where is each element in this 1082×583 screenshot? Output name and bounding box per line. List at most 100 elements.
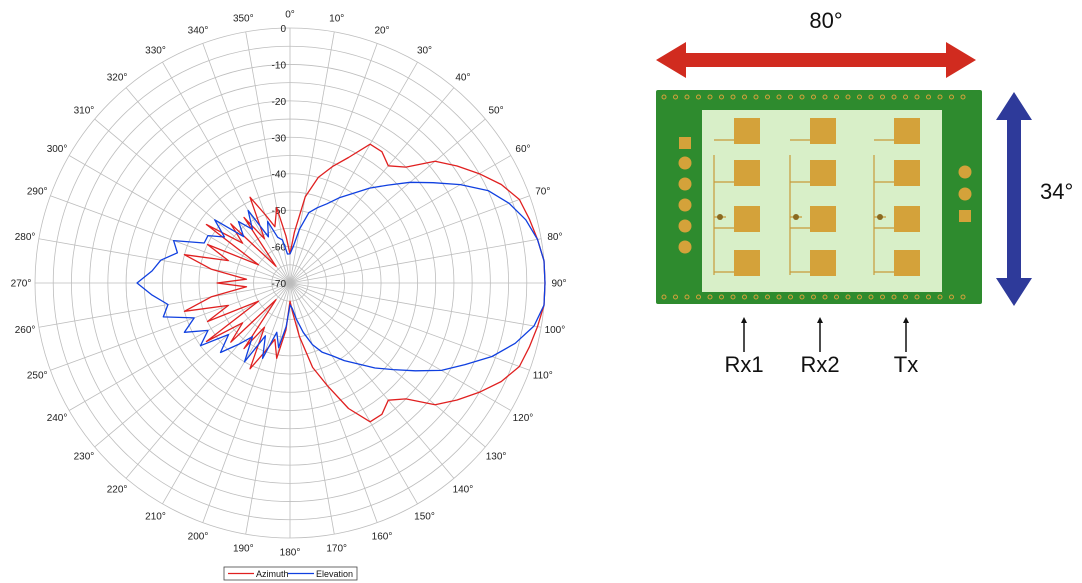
grid-spoke <box>94 118 291 284</box>
via <box>937 94 943 100</box>
via <box>765 294 770 300</box>
via <box>776 94 782 100</box>
via <box>707 94 713 100</box>
grid-spoke <box>289 31 335 284</box>
grid-spoke <box>289 87 455 284</box>
angle-tick-label: 200° <box>188 531 209 542</box>
angle-tick-label: 240° <box>47 413 68 424</box>
angle-tick-label: 110° <box>533 371 553 382</box>
grid-spoke <box>289 195 530 284</box>
via <box>891 94 897 100</box>
antenna-patch <box>734 160 760 186</box>
antenna-patch <box>734 206 760 232</box>
grid-spoke <box>202 43 291 284</box>
angle-tick-label: 30° <box>417 46 432 57</box>
angle-tick-label: 210° <box>145 511 166 522</box>
angle-tick-label: 300° <box>47 144 68 155</box>
grid-spoke <box>289 282 542 328</box>
angle-tick-label: 340° <box>188 26 209 37</box>
radial-tick-label: -30 <box>272 133 287 144</box>
grid-spoke <box>245 282 291 535</box>
angle-tick-label: 70° <box>535 186 550 197</box>
via <box>857 94 862 100</box>
via <box>776 294 782 300</box>
grid-spoke <box>38 238 291 284</box>
polar-grid-spokes <box>35 28 545 538</box>
grid-spoke <box>289 282 512 411</box>
via <box>880 294 885 300</box>
pin <box>678 240 692 254</box>
vertical-beam-arrow <box>996 92 1032 306</box>
series-line-elevation <box>136 181 546 372</box>
via <box>914 94 920 100</box>
via <box>730 294 736 300</box>
pin <box>678 156 692 170</box>
horizontal-beam-arrow <box>656 42 976 78</box>
pin <box>678 198 692 212</box>
angle-tick-label: 50° <box>489 106 504 117</box>
angle-tick-label: 270° <box>11 279 32 290</box>
radial-tick-label: -70 <box>272 279 287 290</box>
radial-tick-label: 0 <box>280 24 286 35</box>
angle-tick-label: 80° <box>547 232 562 243</box>
via <box>926 294 931 300</box>
via <box>949 294 954 300</box>
angle-tick-label: 10° <box>329 14 344 25</box>
via <box>857 294 862 300</box>
grid-spoke <box>38 282 291 328</box>
grid-spoke <box>94 282 291 448</box>
via <box>742 94 747 100</box>
via <box>834 94 839 100</box>
feed-point <box>793 214 799 220</box>
tx-marker: Tx <box>894 317 918 377</box>
angle-tick-label: 280° <box>15 232 36 243</box>
angle-tick-label: 150° <box>414 511 435 522</box>
antenna-patch <box>810 206 836 232</box>
grid-spoke <box>202 282 291 523</box>
angle-tick-label: 290° <box>27 186 48 197</box>
pin <box>678 219 692 233</box>
legend: Azimuth Elevation <box>223 566 358 581</box>
angle-tick-label: 130° <box>486 451 507 462</box>
via <box>673 94 678 100</box>
radial-tick-label: -60 <box>272 243 287 254</box>
via <box>822 94 828 100</box>
angle-tick-label: 140° <box>453 485 474 496</box>
radial-tick-labels: 0 -10 -20 -30 -40 -50 -60 -70 <box>272 24 287 290</box>
rx2-marker: Rx2 <box>800 317 840 377</box>
via <box>788 294 793 300</box>
feed-point <box>717 214 723 220</box>
via <box>960 94 966 100</box>
series-line-azimuth <box>183 143 546 423</box>
via <box>730 94 736 100</box>
via <box>845 294 851 300</box>
via <box>926 94 931 100</box>
antenna-patch <box>734 250 760 276</box>
via <box>937 294 943 300</box>
legend-label-elevation: Elevation <box>316 569 353 579</box>
via <box>799 94 805 100</box>
angle-tick-label: 190° <box>233 543 254 554</box>
grid-spoke <box>289 282 530 371</box>
feed-point <box>877 214 883 220</box>
angle-tick-label: 250° <box>27 371 48 382</box>
radial-tick-label: -50 <box>272 206 287 217</box>
polar-radiation-chart: 0° 10° 20° 30° 40° 50° 60° 70° 80° 90° 100° 110° 120… <box>11 10 567 581</box>
angle-tick-label: 120° <box>513 413 534 424</box>
angle-tick-label: 60° <box>515 144 530 155</box>
grid-spoke <box>162 61 291 284</box>
via <box>845 94 851 100</box>
antenna-patch <box>894 160 920 186</box>
grid-spoke <box>68 282 291 411</box>
via <box>765 94 770 100</box>
grid-spoke <box>289 155 512 284</box>
radial-tick-label: -40 <box>272 170 287 181</box>
vertical-angle-label: 34° <box>1040 179 1073 204</box>
via <box>684 294 690 300</box>
via <box>960 294 966 300</box>
via <box>742 294 747 300</box>
angle-tick-label: 220° <box>107 485 128 496</box>
antenna-patch <box>810 250 836 276</box>
angle-tick-label: 350° <box>233 14 254 25</box>
pin <box>678 177 692 191</box>
